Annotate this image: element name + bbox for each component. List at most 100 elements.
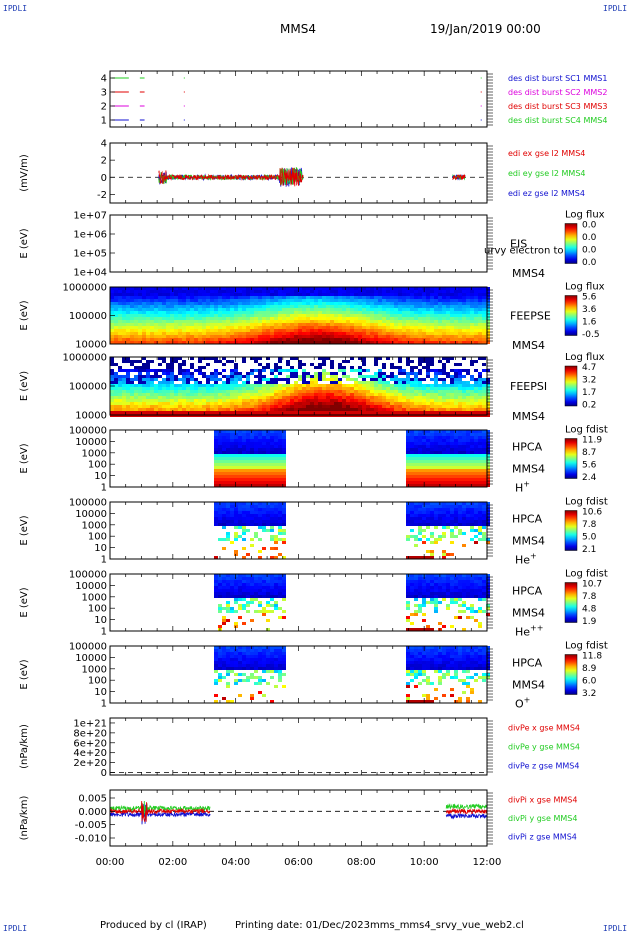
- corner-label-tr: IPDLI: [603, 4, 628, 13]
- series-10-2: [109, 800, 488, 822]
- ytick-3-1: 100000: [69, 311, 107, 322]
- side-label-2-0: EIS: [510, 238, 527, 251]
- colorbar-6: [564, 510, 578, 551]
- ytick-0-2: 3: [101, 88, 107, 99]
- colorbar-tick-5-0: 11.9: [582, 436, 602, 446]
- colorbar-tick-5-1: 8.7: [582, 448, 596, 458]
- legend-0-1: des dist burst SC2 MMS2: [508, 88, 607, 97]
- colorbar-tick-8-1: 8.9: [582, 664, 597, 674]
- side-label-7-0: HPCA: [512, 585, 543, 598]
- colorbar-7: [564, 582, 578, 623]
- ytick-8-4: 10000: [75, 653, 107, 664]
- colorbar-tick-3-1: 3.6: [582, 305, 597, 315]
- ylabel-7: E (eV): [19, 587, 30, 617]
- ytick-10-2: 0.000: [78, 807, 107, 818]
- xtick-6: 12:00: [473, 857, 502, 868]
- side-label-6-0: HPCA: [512, 513, 543, 526]
- species-7: He++: [515, 624, 543, 639]
- side-label-4-1: MMS4: [512, 410, 545, 423]
- ylabel-10: (nPa/km): [19, 796, 30, 841]
- colorbar-4: [564, 365, 578, 407]
- ytick-8-0: 1: [101, 699, 107, 710]
- side-label-5-1: MMS4: [512, 463, 545, 476]
- ytick-9-0: 0: [101, 768, 107, 779]
- hpca-h-heatmap: [214, 430, 490, 487]
- side-label-2-1: MMS4: [512, 267, 545, 280]
- burst-dot-end-1: [480, 91, 482, 93]
- ytick-3-0: 10000: [75, 340, 107, 351]
- spacecraft-title: MMS4: [280, 22, 316, 36]
- ytick-4-0: 10000: [75, 411, 107, 422]
- ytick-8-1: 10: [94, 687, 107, 698]
- legend-9-1: divPe y gse MMS4: [508, 743, 580, 752]
- corner-label-bl: IPDLI: [3, 924, 28, 933]
- ytick-7-5: 100000: [69, 570, 107, 581]
- ytick-2-2: 1e+06: [73, 230, 107, 241]
- ytick-6-2: 100: [88, 532, 107, 543]
- ytick-5-4: 10000: [75, 437, 107, 448]
- panel-frame-10: [109, 789, 488, 847]
- colorbar-tick-6-3: 2.1: [582, 545, 596, 555]
- overlay-text-2: urvy electron to: [484, 246, 564, 257]
- series-10-0: [109, 803, 488, 825]
- ytick-7-2: 100: [88, 604, 107, 615]
- colorbar-tick-8-2: 6.0: [582, 677, 597, 687]
- ytick-9-5: 1e+21: [73, 718, 107, 729]
- ytick-6-1: 10: [94, 543, 107, 554]
- ytick-0-1: 2: [101, 102, 107, 113]
- ylabel-8: E (eV): [19, 659, 30, 689]
- ytick-0-0: 1: [101, 116, 107, 127]
- colorbar-tick-2-3: 0.0: [582, 258, 597, 268]
- hpca-hepp-heatmap: [214, 574, 490, 631]
- colorbar-tick-5-2: 5.6: [582, 461, 597, 471]
- series-1-2: [158, 167, 466, 187]
- ytick-4-1: 100000: [69, 382, 107, 393]
- ylabel-2: E (eV): [19, 228, 30, 258]
- panel-frame-0: [109, 70, 488, 128]
- corner-label-tl: IPDLI: [3, 4, 28, 13]
- colorbar-tick-6-2: 5.0: [582, 533, 597, 543]
- colorbar-tick-2-1: 0.0: [582, 233, 597, 243]
- burst-dot-0: [183, 77, 185, 79]
- xtick-5: 10:00: [410, 857, 439, 868]
- colorbar-tick-8-3: 3.2: [582, 689, 596, 699]
- species-6: He+: [515, 552, 537, 567]
- colorbar-title-5: Log fdist: [565, 425, 608, 436]
- footer-printing: Printing date: 01/Dec/2023: [235, 920, 371, 931]
- ytick-0-3: 4: [101, 74, 107, 85]
- xtick-3: 06:00: [284, 857, 313, 868]
- side-label-4-0: FEEPSI: [510, 380, 547, 393]
- colorbar-tick-4-1: 3.2: [582, 376, 596, 386]
- burst-dot-end-0: [480, 77, 482, 79]
- colorbar-tick-4-0: 4.7: [582, 363, 596, 373]
- ytick-9-3: 6e+20: [73, 738, 107, 749]
- side-label-3-1: MMS4: [512, 339, 545, 352]
- legend-1-2: edi ez gse l2 MMS4: [508, 189, 585, 198]
- series-10: [109, 800, 488, 825]
- species-5: H+: [515, 480, 530, 495]
- ytick-1-2: 2: [101, 156, 107, 167]
- hpca-he-heatmap: [214, 502, 490, 559]
- date-title: 19/Jan/2019 00:00: [430, 22, 541, 36]
- colorbar-tick-3-0: 5.6: [582, 293, 597, 303]
- burst-dot-1: [183, 91, 185, 93]
- colorbar-tick-4-3: 0.2: [582, 401, 596, 411]
- ytick-5-5: 100000: [69, 426, 107, 437]
- colorbar-title-3: Log flux: [565, 282, 605, 293]
- colorbar-5: [564, 438, 578, 479]
- burst-dot-end-3: [480, 119, 482, 121]
- feepsi-heatmap: [110, 357, 490, 417]
- legend-0-0: des dist burst SC1 MMS1: [508, 74, 607, 83]
- ytick-8-2: 100: [88, 676, 107, 687]
- ytick-2-1: 1e+05: [73, 249, 107, 260]
- colorbar-8: [564, 654, 578, 695]
- colorbar-tick-7-3: 1.9: [582, 617, 597, 627]
- ylabel-3: E (eV): [19, 300, 30, 330]
- colorbar-title-6: Log fdist: [565, 497, 608, 508]
- side-label-8-0: HPCA: [512, 657, 543, 670]
- ytick-10-1: -0.005: [75, 820, 107, 831]
- ytick-4-2: 1000000: [62, 353, 107, 364]
- colorbar-title-2: Log flux: [565, 210, 605, 221]
- colorbar-tick-3-3: -0.5: [582, 330, 600, 340]
